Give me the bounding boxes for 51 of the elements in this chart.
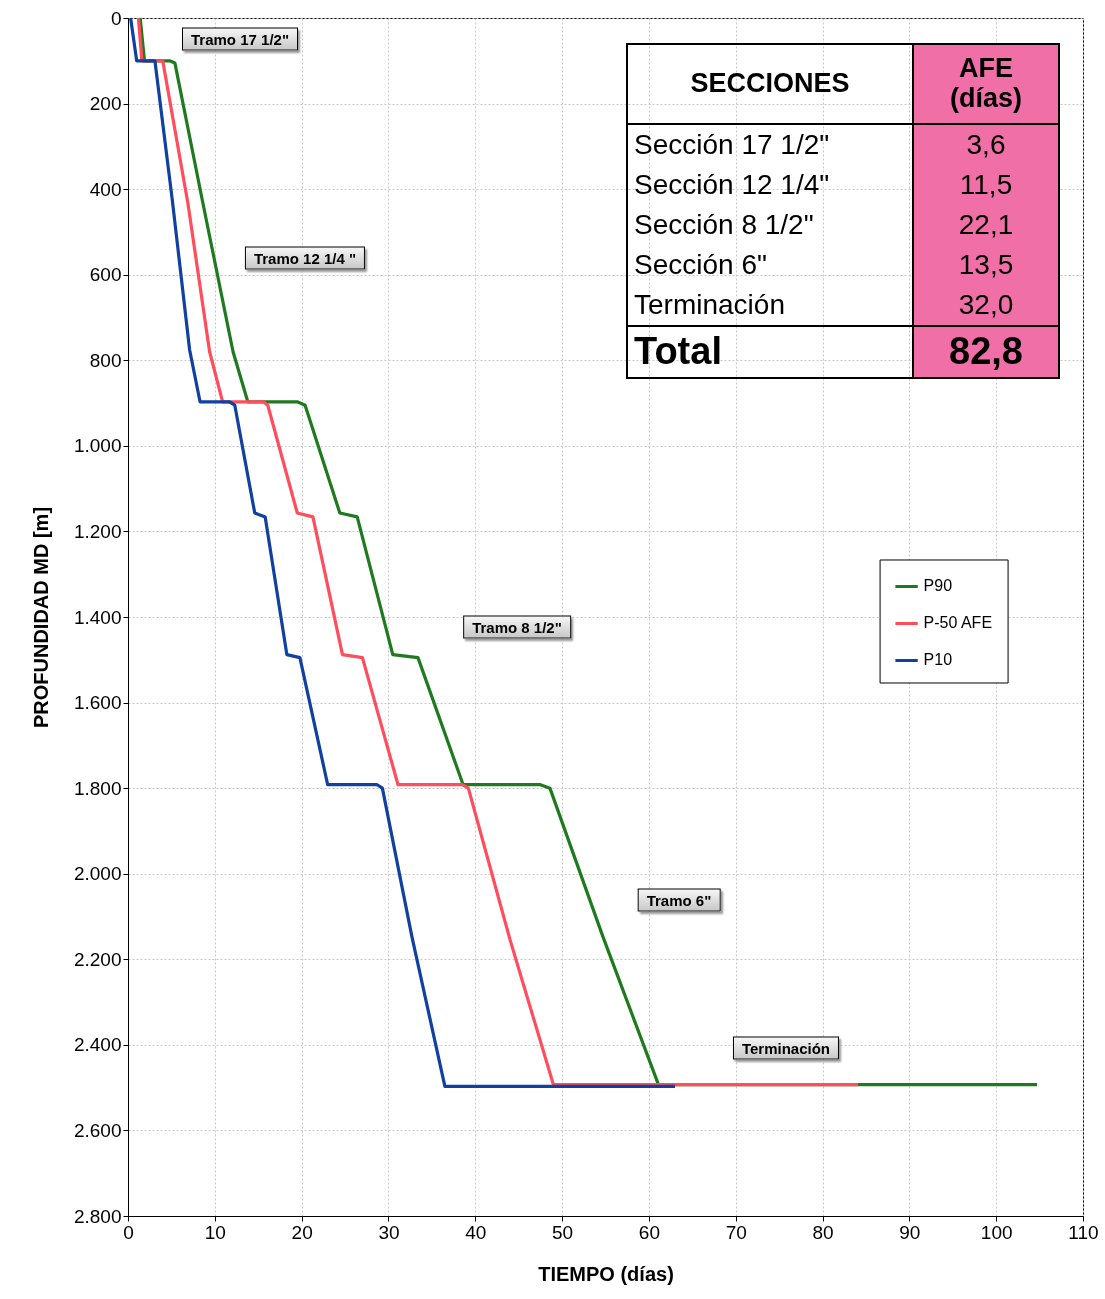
annotation: 3,6 [913, 124, 1059, 165]
legend-label: P10 [923, 651, 953, 669]
x-tick-label: 110 [1068, 1221, 1099, 1243]
y-tick-label: 400 [89, 178, 122, 200]
annotation: Sección 12 1/4" [627, 165, 913, 205]
y-tick-label: 1.000 [73, 435, 122, 457]
x-tick-label: 100 [980, 1221, 1013, 1243]
annotation: 13,5 [913, 245, 1059, 285]
y-tick-label: 1.400 [73, 606, 122, 628]
y-tick-label: 0 [110, 7, 122, 29]
legend-label: P90 [923, 577, 953, 595]
x-tick-label: 60 [638, 1221, 660, 1243]
label-box: Tramo 8 1/2" [463, 615, 571, 639]
x-tick-label: 90 [899, 1221, 921, 1243]
y-tick-label: 2.000 [73, 863, 122, 885]
x-axis-title: TIEMPO (días) [538, 1262, 674, 1285]
y-tick-label: 200 [89, 93, 122, 115]
annotation: 32,0 [913, 285, 1059, 326]
y-axis-title: PROFUNDIDAD MD [m] [29, 506, 52, 729]
x-tick-label: 50 [552, 1221, 574, 1243]
annotation: Terminación [627, 285, 913, 326]
y-tick-label: 2.800 [73, 1205, 122, 1227]
y-tick-label: 2.200 [73, 948, 122, 970]
annotation: Sección 6" [627, 245, 913, 285]
annotation: Sección 17 1/2" [627, 124, 913, 165]
x-tick-label: 40 [465, 1221, 487, 1243]
label-box: Terminación [732, 1036, 840, 1060]
y-tick-label: 1.600 [73, 692, 122, 714]
x-tick-label: 80 [812, 1221, 834, 1243]
y-tick-label: 1.200 [73, 520, 122, 542]
annotation: 22,1 [913, 205, 1059, 245]
annotation: 11,5 [913, 165, 1059, 205]
y-tick-label: 1.800 [73, 777, 122, 799]
annotation: 82,8 [913, 326, 1059, 378]
y-tick-label: 2.400 [73, 1034, 122, 1056]
line-series [136, 16, 860, 1087]
label-box: Tramo 17 1/2" [182, 27, 298, 51]
label-box: Tramo 12 1/4 " [244, 246, 366, 270]
y-tick-label: 2.600 [73, 1119, 122, 1141]
x-tick-label: 20 [291, 1221, 313, 1243]
annotation: Sección 8 1/2" [627, 205, 913, 245]
annotation: SECCIONES [627, 44, 913, 124]
x-tick-label: 30 [378, 1221, 400, 1243]
legend-label: P-50 AFE [923, 614, 993, 632]
y-tick-label: 600 [89, 264, 122, 286]
y-tick-label: 800 [89, 349, 122, 371]
label-box: Tramo 6" [637, 888, 721, 912]
x-tick-label: 10 [204, 1221, 226, 1243]
annotation: AFE (días) [913, 44, 1059, 124]
x-tick-label: 70 [725, 1221, 747, 1243]
annotation: Total [627, 326, 913, 378]
